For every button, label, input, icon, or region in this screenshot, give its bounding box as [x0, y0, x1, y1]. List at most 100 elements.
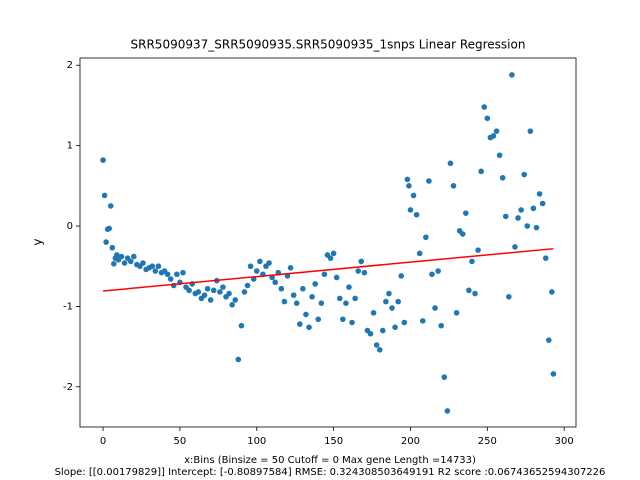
point [293, 300, 300, 306]
point [241, 289, 248, 295]
point [416, 250, 423, 257]
point [333, 274, 340, 281]
point [281, 298, 288, 305]
point [226, 290, 232, 297]
point [300, 285, 306, 292]
point [355, 268, 362, 274]
point [257, 258, 263, 265]
point [432, 305, 438, 311]
point [549, 289, 555, 295]
point [410, 192, 417, 199]
point [527, 128, 534, 134]
point [490, 133, 497, 139]
point [386, 290, 392, 297]
point [140, 260, 146, 266]
point [229, 302, 235, 308]
point [441, 374, 448, 380]
point [164, 271, 171, 278]
chart-title: SRR5090937_SRR5090935.SRR5090935_1snps L… [131, 38, 526, 52]
point [499, 174, 506, 181]
point [101, 192, 108, 199]
point [114, 252, 120, 258]
point [315, 316, 322, 323]
point [287, 265, 294, 271]
point [109, 244, 116, 251]
point [358, 258, 365, 265]
point [496, 152, 503, 159]
point [220, 284, 226, 290]
point [127, 258, 134, 265]
point [290, 292, 297, 298]
plot-frame [79, 57, 577, 428]
point [481, 104, 488, 110]
point [100, 157, 106, 163]
x-tick-label: 0 [100, 436, 106, 447]
point [462, 210, 469, 216]
point [174, 271, 180, 278]
point [426, 178, 432, 184]
point [419, 318, 426, 324]
y-tick-label: -1 [63, 301, 73, 312]
point [149, 263, 156, 270]
point [266, 260, 272, 266]
point [444, 408, 451, 414]
point [186, 287, 192, 294]
point [269, 274, 275, 281]
point [530, 205, 537, 212]
x-axis-label: Slope: [[0.00179829]] Intercept: [-0.808… [55, 467, 606, 478]
point [296, 321, 303, 327]
point [361, 269, 368, 276]
point [327, 255, 334, 261]
point [244, 282, 251, 289]
point [466, 287, 472, 294]
point [130, 253, 137, 260]
point [521, 171, 528, 178]
y-tick-label: 2 [67, 60, 73, 71]
point [395, 298, 401, 305]
point [524, 223, 531, 229]
point [272, 279, 279, 286]
point [376, 347, 383, 353]
point [536, 191, 543, 197]
point [346, 284, 352, 290]
point [450, 183, 457, 189]
point [413, 211, 420, 218]
point [210, 287, 217, 294]
point [111, 261, 117, 267]
point [349, 319, 355, 326]
x-tick-label: 150 [324, 436, 343, 447]
point [370, 310, 377, 316]
point [204, 285, 211, 292]
point [118, 253, 125, 260]
point [389, 305, 395, 311]
point [312, 281, 318, 287]
point [367, 330, 374, 337]
point [318, 300, 325, 306]
point [438, 322, 445, 329]
point [121, 260, 128, 266]
point [550, 371, 557, 377]
y-tick-label: 0 [67, 221, 73, 232]
point [383, 298, 389, 305]
point [247, 263, 254, 270]
x-tick-label: 200 [401, 436, 420, 447]
x-tick-label: 250 [478, 436, 497, 447]
point [106, 225, 113, 232]
point [435, 268, 441, 274]
point [423, 234, 429, 241]
point [509, 72, 515, 78]
y-tick-label: 1 [67, 141, 73, 152]
point [407, 207, 414, 213]
point [330, 250, 337, 257]
point [401, 319, 408, 326]
y-tick-label: -2 [63, 382, 73, 393]
x-tick-label: 50 [174, 436, 187, 447]
x-axis-label: x:Bins (Binsize = 50 Cutoff = 0 Max gene… [184, 455, 476, 466]
point [515, 215, 521, 221]
point [429, 271, 435, 278]
point [469, 258, 475, 265]
point [340, 316, 346, 323]
point [303, 311, 309, 318]
